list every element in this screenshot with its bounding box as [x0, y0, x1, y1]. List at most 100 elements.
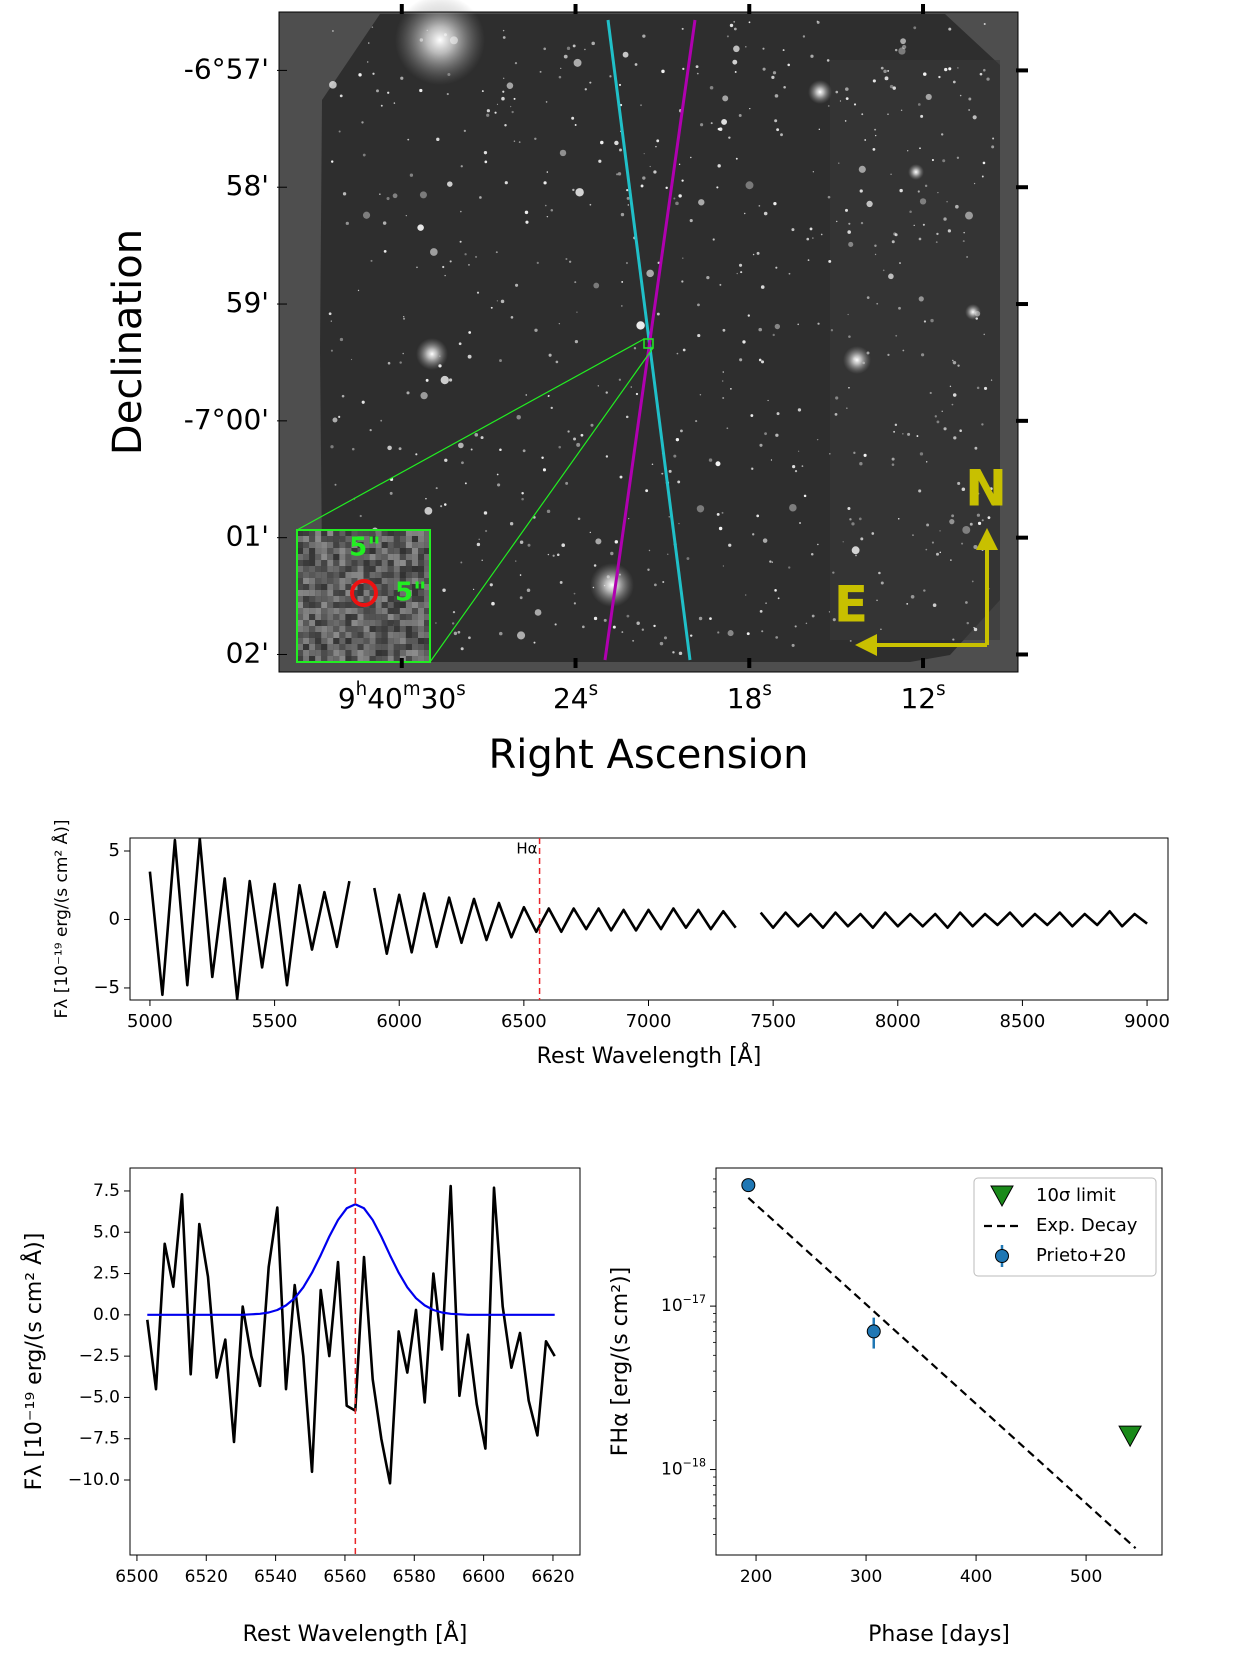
inset-pixel	[327, 554, 334, 561]
star	[835, 90, 839, 94]
star	[330, 160, 334, 163]
star	[430, 248, 438, 256]
star	[853, 451, 856, 455]
star	[989, 487, 993, 491]
inset-pixel	[411, 530, 419, 537]
star	[897, 518, 900, 520]
star	[575, 188, 584, 197]
inset-pixel	[351, 602, 358, 609]
star	[342, 192, 347, 196]
inset-pixel	[357, 650, 364, 657]
star	[673, 197, 676, 200]
inset-pixel	[411, 590, 419, 597]
star	[350, 358, 353, 361]
inset-pixel	[393, 590, 400, 597]
star	[774, 119, 778, 123]
star	[543, 181, 547, 185]
inset-pixel	[321, 602, 328, 609]
star	[709, 85, 714, 90]
inset-pixel	[315, 632, 322, 639]
star	[770, 459, 773, 461]
inset-pixel	[405, 608, 412, 615]
inset-pixel	[375, 560, 382, 567]
inset-pixel	[375, 578, 382, 585]
star	[677, 480, 681, 484]
star	[527, 543, 531, 547]
bright-source	[965, 304, 981, 320]
inset-pixel	[303, 584, 310, 591]
star	[362, 211, 371, 219]
inset-pixel	[363, 596, 370, 603]
star	[556, 553, 560, 557]
star	[758, 204, 761, 207]
inset-pixel	[303, 626, 310, 633]
star	[976, 513, 981, 517]
star	[769, 560, 772, 563]
inset-pixel	[411, 614, 419, 621]
inset-pixel	[303, 614, 310, 621]
star	[548, 353, 552, 357]
star	[663, 636, 667, 640]
inset-pixel	[424, 560, 431, 567]
inset-pixel	[315, 620, 322, 627]
inset-pixel	[321, 638, 328, 645]
inset-pixel	[351, 566, 358, 573]
inset-pixel	[321, 536, 328, 543]
inset-pixel	[363, 572, 370, 579]
inset-pixel	[424, 626, 431, 633]
star	[511, 110, 514, 114]
inset-pixel	[315, 638, 322, 645]
star	[628, 518, 630, 520]
star	[339, 337, 344, 342]
inset-pixel	[339, 614, 346, 621]
star	[759, 443, 763, 447]
inset-pixel	[303, 548, 310, 555]
star	[577, 517, 581, 521]
inset-pixel	[309, 530, 316, 537]
star	[950, 559, 952, 561]
star	[451, 622, 455, 625]
inset-pixel	[333, 644, 340, 651]
star	[389, 491, 393, 495]
inset-pixel	[381, 602, 388, 609]
star	[887, 69, 890, 72]
star	[726, 427, 729, 430]
star	[774, 94, 779, 98]
inset-pixel	[333, 596, 340, 603]
star	[555, 360, 559, 364]
star	[502, 36, 506, 39]
star	[752, 533, 755, 536]
inset-pixel	[405, 548, 412, 555]
star	[717, 631, 720, 634]
star	[893, 430, 896, 433]
star	[616, 173, 619, 176]
star	[472, 588, 475, 591]
star	[931, 158, 934, 162]
inset-pixel	[405, 644, 412, 651]
star	[361, 121, 364, 124]
inset-pixel	[333, 650, 340, 657]
legend-box	[973, 1177, 1157, 1277]
star	[835, 396, 839, 400]
star	[774, 589, 777, 592]
star	[926, 461, 928, 463]
inset-pixel	[357, 608, 364, 615]
star	[957, 364, 960, 367]
star	[717, 164, 721, 168]
inset-pixel	[309, 572, 316, 579]
inset-pixel	[327, 560, 334, 567]
star	[626, 196, 630, 200]
inset-pixel	[399, 560, 406, 567]
inset-pixel	[321, 542, 328, 549]
inset-pixel	[387, 614, 394, 621]
star	[420, 392, 428, 400]
inset-pixel	[418, 560, 425, 567]
inset-pixel	[297, 590, 304, 597]
star	[544, 204, 547, 207]
star	[938, 75, 941, 79]
inset-pixel	[303, 632, 310, 639]
inset-pixel	[327, 578, 334, 585]
star	[775, 636, 779, 639]
star	[496, 103, 499, 106]
